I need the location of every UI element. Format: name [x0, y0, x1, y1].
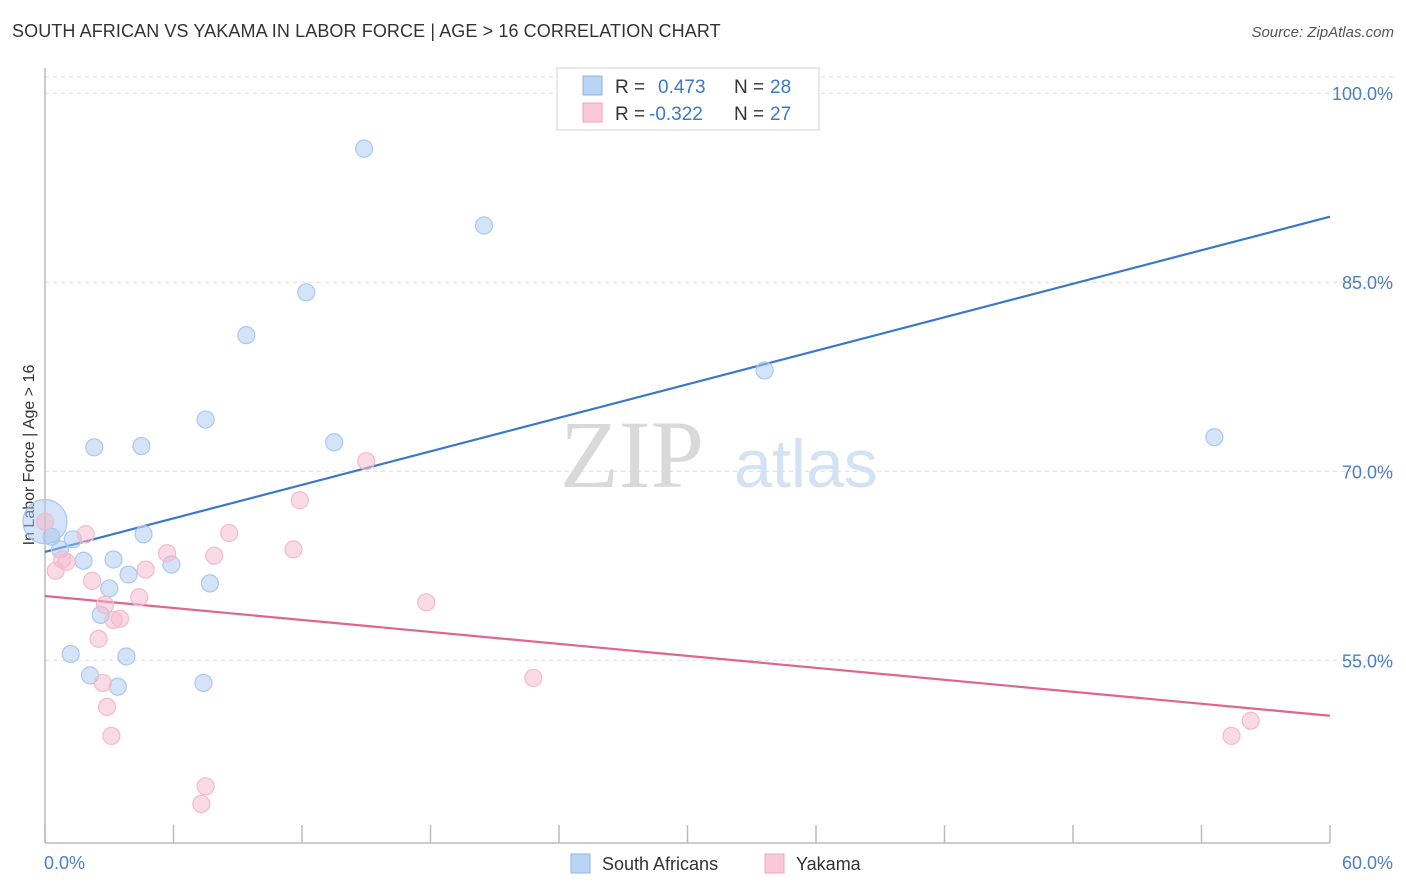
axes: [44, 68, 1331, 844]
legend-n-label-2: N =: [734, 104, 764, 125]
point-yakama-16: [196, 777, 215, 796]
point-yakama-4: [76, 525, 95, 544]
series-legend-label-yakama: Yakama: [796, 854, 862, 874]
gridlines: [45, 76, 1394, 661]
point-south-africans-24: [474, 216, 494, 235]
point-south-africans-20: [237, 326, 256, 345]
point-yakama-15: [157, 544, 177, 563]
legend-swatch-south-africans: [582, 75, 603, 96]
legend-r-value-1: 0.473: [658, 77, 706, 98]
point-south-africans-11: [61, 644, 80, 664]
series-legend-swatch-yakama[interactable]: [764, 853, 785, 874]
point-yakama-8: [98, 697, 117, 717]
legend-swatch-yakama: [582, 102, 603, 123]
point-yakama-12: [102, 726, 121, 745]
point-yakama-23: [417, 593, 436, 612]
legend-r-label-2: R =: [615, 104, 645, 125]
point-yakama-22: [357, 452, 376, 471]
point-yakama-0: [35, 512, 55, 531]
point-south-africans-6: [104, 550, 123, 569]
point-yakama-25: [1222, 726, 1241, 745]
stats-legend: R = 0.473 N = 28 R = -0.322 N = 27: [556, 67, 820, 131]
y-tick-label-1: 70.0%: [1342, 462, 1393, 482]
point-yakama-24: [524, 668, 543, 688]
point-yakama-17: [192, 794, 211, 814]
legend-n-value-1: 28: [770, 77, 791, 98]
series-legend-label-south-africans: South Africans: [602, 854, 718, 874]
point-south-africans-17: [196, 410, 215, 429]
trend-line-0: [44, 215, 1331, 553]
point-south-africans-13: [108, 677, 127, 696]
watermark-atlas: atlas: [734, 426, 878, 502]
point-south-africans-26: [1205, 428, 1224, 447]
y-tick-labels: 55.0% 70.0% 85.0% 100.0%: [1332, 84, 1393, 671]
point-south-africans-9: [100, 579, 119, 598]
point-south-africans-22: [325, 433, 344, 452]
trend-lines: [44, 215, 1331, 717]
point-south-africans-4: [74, 551, 93, 570]
point-south-africans-8: [119, 565, 138, 584]
trend-line-1: [44, 594, 1331, 717]
point-south-africans-25: [755, 361, 774, 380]
watermark: ZIP atlas: [560, 401, 878, 508]
point-yakama-6: [89, 629, 108, 648]
chart-title: SOUTH AFRICAN VS YAKAMA IN LABOR FORCE |…: [12, 21, 721, 41]
point-yakama-26: [1241, 711, 1260, 730]
point-yakama-3: [57, 552, 76, 572]
chart-source: Source: ZipAtlas.com: [1251, 24, 1394, 41]
point-south-africans-19: [194, 673, 213, 693]
data-points: [22, 139, 1260, 814]
legend-n-value-2: 27: [770, 104, 791, 125]
y-tick-label-3: 100.0%: [1332, 84, 1393, 104]
point-south-africans-1: [42, 527, 61, 546]
point-south-africans-7: [132, 436, 151, 456]
point-south-africans-23: [355, 139, 374, 158]
watermark-zip: ZIP: [560, 401, 704, 508]
point-yakama-20: [284, 540, 303, 559]
point-south-africans-15: [134, 525, 153, 544]
point-yakama-11: [110, 609, 130, 628]
point-yakama-13: [130, 588, 149, 607]
x-tick-label-min: 0.0%: [44, 853, 85, 873]
x-tick-label-max: 60.0%: [1342, 853, 1393, 873]
point-south-africans-18: [200, 574, 220, 593]
x-tick-labels: 0.0% 60.0%: [44, 853, 1393, 873]
point-south-africans-21: [297, 283, 316, 302]
y-tick-label-0: 55.0%: [1342, 651, 1393, 671]
point-yakama-9: [95, 595, 115, 614]
point-yakama-7: [93, 673, 112, 693]
legend-r-value-2: -0.322: [649, 104, 703, 125]
series-legend-swatch-south-africans[interactable]: [570, 853, 591, 874]
legend-n-label-1: N =: [734, 77, 764, 98]
point-yakama-14: [136, 560, 155, 579]
legend-r-label-1: R =: [615, 77, 645, 98]
point-yakama-19: [220, 523, 239, 543]
series-legend: South Africans Yakama: [570, 853, 862, 874]
point-yakama-5: [83, 571, 102, 590]
point-yakama-18: [205, 546, 224, 565]
y-tick-label-2: 85.0%: [1342, 273, 1393, 293]
point-yakama-21: [290, 491, 309, 510]
point-south-africans-14: [117, 647, 136, 666]
point-south-africans-5: [85, 438, 104, 457]
